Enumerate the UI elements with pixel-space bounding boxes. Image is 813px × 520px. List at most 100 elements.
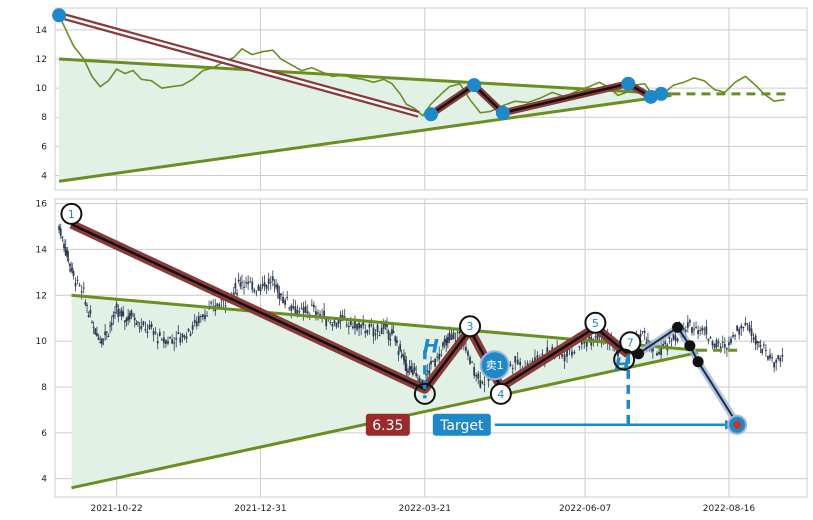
- candle-body: [343, 316, 346, 318]
- candle-body: [514, 356, 517, 363]
- candle-body: [325, 318, 328, 327]
- target-price-label: 6.35: [372, 418, 403, 434]
- candle-body: [546, 347, 549, 353]
- candle-body: [296, 309, 299, 315]
- candle-body: [185, 336, 188, 339]
- candle-body: [127, 316, 130, 321]
- candle-body: [107, 335, 110, 337]
- candle-body: [746, 323, 749, 325]
- candle-body: [541, 353, 544, 356]
- candle-body: [86, 304, 88, 306]
- candle-body: [138, 327, 141, 329]
- bottom-y-tick-label: 16: [36, 200, 48, 210]
- candle-body: [278, 292, 281, 299]
- candle-body: [676, 338, 679, 341]
- candle-body: [128, 313, 131, 320]
- candle-body: [600, 339, 603, 341]
- candle-body: [709, 337, 712, 339]
- candle-body: [119, 312, 121, 314]
- candle-body: [707, 338, 710, 341]
- candle-body: [82, 287, 85, 289]
- top-triangle-fill: [59, 58, 672, 182]
- wave-point-marker: [424, 107, 438, 122]
- candle-body: [719, 346, 722, 349]
- candle-body: [699, 330, 702, 332]
- candle-body: [156, 340, 159, 344]
- candle-body: [563, 354, 566, 362]
- candle-body: [87, 314, 90, 318]
- candle-body: [216, 303, 219, 307]
- candle-body: [329, 322, 332, 324]
- candle-body: [469, 357, 471, 364]
- candle-body: [688, 320, 691, 323]
- candle-body: [756, 341, 759, 344]
- bottom-y-tick-label: 4: [41, 475, 47, 485]
- candle-body: [641, 331, 644, 333]
- candle-body: [89, 309, 92, 314]
- candle-body: [298, 311, 301, 313]
- candle-body: [114, 311, 116, 313]
- candle-body: [67, 258, 70, 260]
- candle-body: [122, 311, 125, 317]
- candle-body: [70, 268, 72, 272]
- candle-body: [758, 341, 760, 343]
- candle-body: [195, 321, 198, 327]
- bottom-y-tick-label: 6: [41, 429, 47, 439]
- candle-body: [752, 337, 755, 340]
- candle-body: [290, 305, 293, 311]
- candle-body: [158, 332, 161, 336]
- candle-body: [349, 321, 352, 325]
- wave-label-circle: [584, 311, 607, 334]
- candle-body: [413, 367, 416, 371]
- candle-body: [389, 339, 392, 341]
- candle-body: [331, 323, 334, 327]
- top-y-tick-label: 8: [41, 113, 47, 123]
- bottom-y-tick-label: 12: [36, 291, 47, 301]
- wave-point-circle: [613, 348, 636, 371]
- candle-body: [123, 320, 126, 323]
- candle-body: [652, 348, 654, 352]
- candle-body: [438, 353, 441, 360]
- candle-body: [117, 308, 120, 318]
- candle-body: [686, 322, 689, 328]
- candle-body: [693, 328, 695, 330]
- candle-body: [647, 339, 649, 341]
- candle-body: [571, 351, 573, 356]
- candle-body: [181, 334, 184, 338]
- candle-body: [61, 236, 64, 238]
- trend-line: [59, 57, 672, 96]
- candle-body: [777, 355, 780, 360]
- candle-body: [282, 296, 284, 304]
- candle-body: [257, 285, 260, 291]
- candle-body: [761, 348, 764, 354]
- candle-body: [479, 379, 482, 388]
- candle-body: [284, 300, 287, 305]
- candle-body: [169, 337, 171, 339]
- candle-body: [445, 338, 448, 346]
- candle-body: [74, 282, 77, 287]
- candle-body: [206, 315, 208, 317]
- candle-body: [452, 332, 455, 339]
- candle-body: [442, 342, 444, 347]
- candle-body: [467, 351, 469, 356]
- candle-body: [450, 334, 453, 340]
- bottom-triangle-fill: [71, 295, 699, 488]
- candle-body: [578, 346, 581, 348]
- candle-body: [91, 322, 93, 324]
- candle-body: [265, 285, 268, 289]
- candle-body: [247, 281, 250, 285]
- candle-body: [585, 341, 588, 347]
- candle-body: [202, 314, 204, 318]
- candle-body: [434, 358, 437, 367]
- sell-signal-label: 卖1: [486, 359, 504, 372]
- candle-body: [224, 305, 227, 307]
- candle-body: [534, 357, 536, 362]
- candle-body: [130, 310, 133, 316]
- top-pattern-overlays: [52, 8, 789, 183]
- candle-body: [374, 333, 377, 335]
- candle-body: [236, 292, 238, 295]
- wave-label-text: 7: [627, 336, 634, 349]
- candle-body: [146, 331, 149, 334]
- candle-body: [759, 345, 762, 347]
- candle-body: [269, 281, 272, 283]
